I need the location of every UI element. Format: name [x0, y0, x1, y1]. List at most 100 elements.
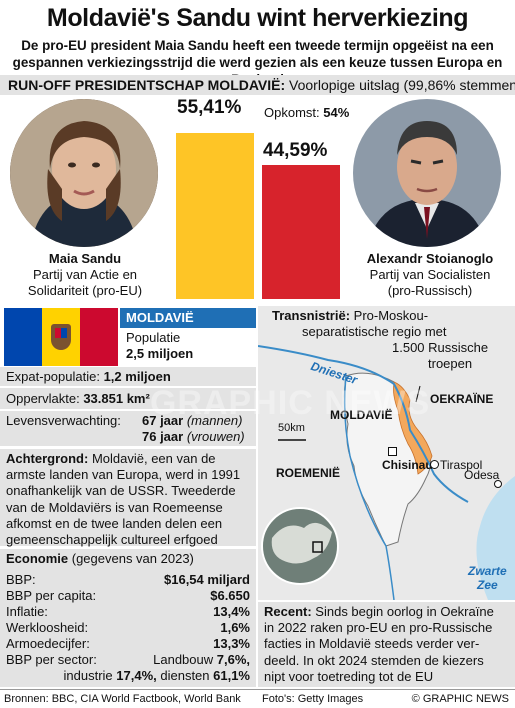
turnout-label: Opkomst:	[264, 105, 320, 120]
economy-row: Inflatie: 13,4%	[6, 604, 250, 620]
recent-line-3: facties in Moldavië steeds verder ver-	[264, 636, 480, 652]
footer: Bronnen: BBC, CIA World Factbook, World …	[0, 689, 515, 708]
results-area: Maia Sandu Partij van Actie en Solidarit…	[0, 95, 515, 305]
life-women-value: 76 jaar	[142, 429, 184, 444]
background-line-5: afkomst en de twee landen delen een	[6, 515, 223, 531]
chisinau-label: Chisinau	[382, 458, 433, 472]
map: Transnistrië: Pro-Moskou- separatistisch…	[258, 306, 515, 600]
transnistria-line-1: Transnistrië: Pro-Moskou-	[272, 308, 512, 324]
background-line-6: gemeenschappelijk cultureel erfgoed	[6, 532, 218, 548]
transnistria-heading: Transnistrië:	[272, 308, 351, 323]
sector-services-label: diensten	[156, 668, 214, 683]
transnistria-line-2: separatistische regio met	[302, 324, 447, 339]
expat-label: Expat-populatie:	[6, 369, 100, 384]
turnout-value: 54%	[323, 105, 350, 120]
stoianoglo-percent: 44,59%	[263, 140, 328, 162]
turnout: Opkomst: 54%	[264, 105, 349, 120]
black-sea-line-2: Zee	[477, 578, 498, 592]
life-men-note: (mannen)	[186, 413, 243, 428]
population-label: Populatie	[126, 330, 181, 345]
economy-section: Economie (gegevens van 2023) BBP: $16,54 …	[0, 549, 256, 687]
stoianoglo-portrait-icon	[353, 99, 501, 247]
background-line-3: onafhankelijk van de USSR. Tweederde	[6, 483, 236, 499]
recent-line-4: deeld. In okt 2024 stemden de kiezers	[264, 652, 484, 668]
moldova-label: MOLDAVIË	[330, 408, 393, 422]
life-men: 67 jaar (mannen)	[142, 413, 242, 428]
watermark: GRAPHIC NEWS	[150, 384, 431, 422]
background-heading: Achtergrond:	[6, 451, 89, 466]
sector-label: BBP per sector:	[6, 652, 97, 667]
expat-row: Expat-populatie: 1,2 miljoen	[0, 367, 256, 386]
economy-label: BBP:	[6, 572, 36, 587]
sector-services-value: 61,1%	[213, 668, 250, 683]
recent-line-5: nipt voor toetreding tot de EU	[264, 668, 434, 684]
life-women: 76 jaar (vrouwen)	[142, 429, 245, 444]
transnistria-text-0: Pro-Moskou-	[350, 308, 429, 323]
country-box: MOLDAVIË Populatie 2,5 miljoen	[0, 306, 256, 366]
life-label: Levensverwachting:	[6, 413, 121, 428]
black-sea-label: Zwarte Zee	[468, 564, 507, 592]
sector-industry-value: 17,4%,	[116, 668, 157, 683]
sandu-photo	[10, 99, 158, 247]
area-row: Oppervlakte: 33.851 km²	[0, 388, 256, 409]
footer-credit: © GRAPHIC NEWS	[411, 693, 509, 705]
economy-row: BBP per capita: $6.650	[6, 588, 250, 604]
recent-heading: Recent:	[264, 604, 312, 619]
economy-header: Economie (gegevens van 2023)	[6, 551, 194, 566]
transnistria-line-4: troepen	[428, 356, 473, 371]
sandu-bar	[176, 132, 254, 299]
scale-label: 50km	[278, 422, 305, 434]
sandu-party-1: Partij van Actie en	[32, 267, 138, 282]
odesa-label: Odesa	[464, 468, 500, 482]
sandu-party-2: Solidariteit (pro-EU)	[27, 283, 143, 298]
transnistria-line-3: 1.500 Russische	[392, 340, 489, 355]
tiraspol-marker-icon	[430, 460, 439, 469]
economy-label: Armoedecijfer:	[6, 636, 90, 651]
life-row: Levensverwachting: 67 jaar (mannen) 76 j…	[0, 411, 256, 446]
life-men-value: 67 jaar	[142, 413, 184, 428]
recent-section: Recent: Sinds begin oorlog in Oekraïne i…	[258, 602, 515, 687]
ukraine-label: OEKRAÏNE	[430, 392, 494, 406]
sector-agri-value: 7,6%,	[216, 652, 250, 667]
economy-value: 1,6%	[220, 620, 250, 635]
recent-text-0: Sinds begin oorlog in Oekraïne	[311, 604, 494, 619]
footer-sources: Bronnen: BBC, CIA World Factbook, World …	[4, 693, 241, 705]
economy-value: $16,54 miljard	[164, 572, 250, 587]
area-value: 33.851 km²	[83, 391, 150, 406]
economy-label: Inflatie:	[6, 604, 48, 619]
economy-value: $6.650	[210, 588, 250, 603]
economy-row: Werkloosheid: 1,6%	[6, 620, 250, 636]
moldova-map-icon	[258, 306, 515, 600]
black-sea-line-1: Zwarte	[468, 564, 507, 578]
results-banner: RUN-OFF PRESIDENTSCHAP MOLDAVIË: Voorlop…	[0, 75, 515, 95]
page-title: Moldavië's Sandu wint herverkiezing	[46, 4, 469, 32]
expat-value: 1,2 miljoen	[103, 369, 171, 384]
odesa-marker-icon	[494, 480, 502, 488]
sandu-portrait-icon	[10, 99, 158, 247]
romania-label: ROEMENIË	[276, 466, 341, 480]
footer-photos: Foto's: Getty Images	[262, 693, 364, 705]
economy-value: 13,4%	[213, 604, 250, 619]
stoianoglo-bar	[262, 165, 340, 299]
sector-industry-label: industrie	[63, 668, 117, 683]
economy-subheading: (gegevens van 2023)	[68, 551, 194, 566]
moldova-flag-icon	[4, 308, 118, 366]
recent-line-1: Recent: Sinds begin oorlog in Oekraïne	[264, 604, 511, 620]
sandu-name: Maia Sandu	[48, 251, 122, 266]
stoianoglo-name: Alexandr Stoianoglo	[366, 251, 494, 266]
chisinau-marker-icon	[388, 447, 397, 456]
area-label: Oppervlakte:	[6, 391, 80, 406]
banner-heading: RUN-OFF PRESIDENTSCHAP MOLDAVIË:	[8, 77, 286, 93]
economy-label: Werkloosheid:	[6, 620, 89, 635]
population-value: 2,5 miljoen	[126, 346, 194, 361]
stoianoglo-party-1: Partij van Socialisten	[369, 267, 491, 282]
recent-line-2: in 2022 raken pro-EU en pro-Russische	[264, 620, 493, 636]
sector-agri-label: Landbouw	[153, 652, 217, 667]
stoianoglo-photo	[353, 99, 501, 247]
background-line-2: armste landen van Europa, werd in 1991	[6, 467, 241, 483]
economy-heading: Economie	[6, 551, 69, 566]
economy-row: Armoedecijfer: 13,3%	[6, 636, 250, 652]
background-section: Achtergrond: Moldavië, een van de armste…	[0, 449, 256, 548]
sandu-percent: 55,41%	[177, 97, 242, 118]
economy-sector-row: BBP per sector: Landbouw 7,6%,	[6, 652, 250, 668]
